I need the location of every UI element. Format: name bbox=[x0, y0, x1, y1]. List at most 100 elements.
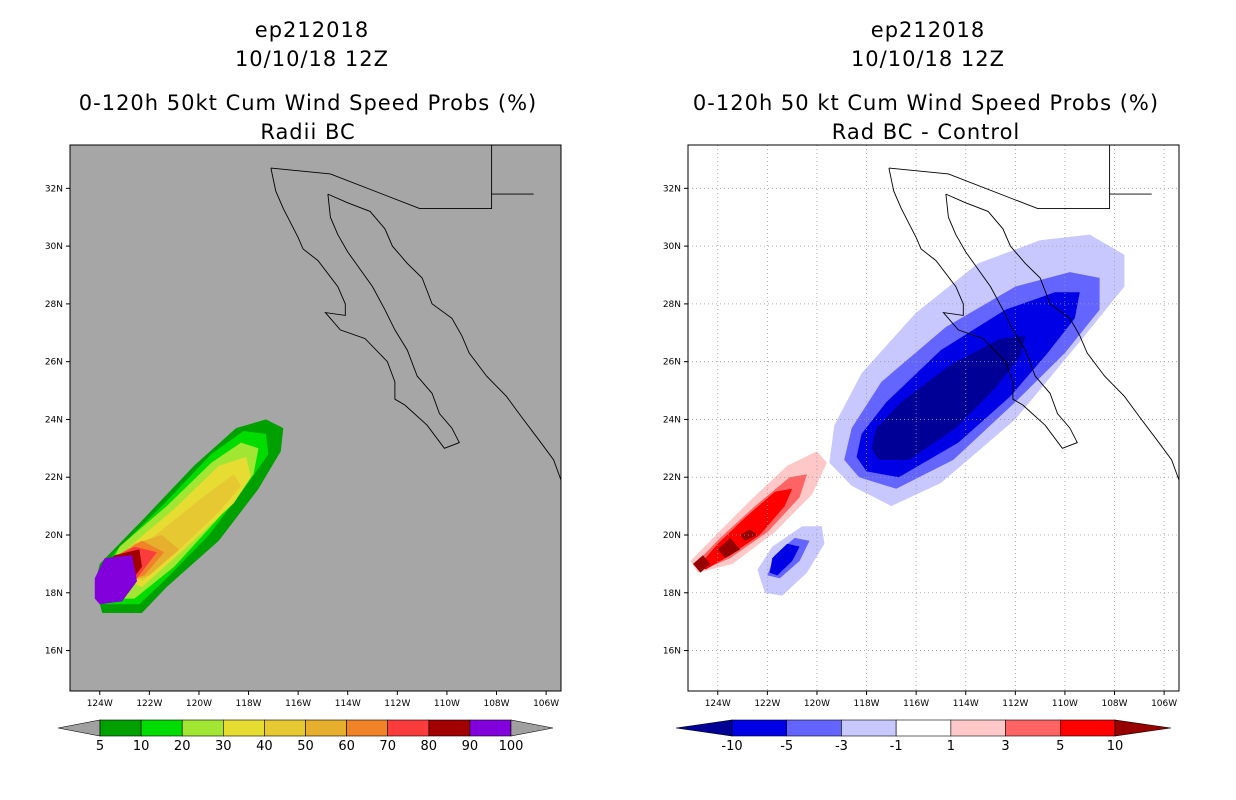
left-colorbar-segment-5 bbox=[305, 719, 347, 737]
right-x-axis: 124W 122W 120W 118W 116W 114W 112W 110W 108W 106W bbox=[705, 691, 1177, 709]
left-coastline-0 bbox=[270, 168, 460, 449]
left-ytick-label-32N: 32N bbox=[45, 184, 63, 194]
right-colorbar-segment-1 bbox=[786, 719, 842, 737]
right-coastline bbox=[888, 145, 1180, 481]
left-colorbar-arrow-low bbox=[57, 719, 101, 737]
left-contour-fills bbox=[94, 419, 284, 613]
left-ytick-label-24N: 24N bbox=[45, 415, 63, 425]
left-xtick-label-112W: 112W bbox=[384, 699, 410, 709]
right-colorbar-label-6: 5 bbox=[1056, 739, 1064, 754]
left-coastline bbox=[270, 145, 562, 481]
right-colorbar-segment-3 bbox=[895, 719, 952, 737]
right-ytick-label-26N: 26N bbox=[663, 358, 681, 368]
left-colorbar-label-9: 90 bbox=[462, 739, 479, 754]
right-colorbar-segment-5 bbox=[1005, 719, 1061, 737]
left-colorbar-label-10: 100 bbox=[499, 739, 524, 754]
right-xtick-label-106W: 106W bbox=[1151, 699, 1177, 709]
left-colorbar-segment-7 bbox=[387, 719, 430, 737]
right-colorbar-segment-4 bbox=[950, 719, 1006, 737]
right-colorbar-label-7: 10 bbox=[1107, 739, 1124, 754]
right-colorbar-arrow-low bbox=[675, 719, 733, 737]
right-colorbar-label-5: 3 bbox=[1001, 739, 1009, 754]
left-colorbar-label-4: 40 bbox=[256, 739, 273, 754]
left-coastline-1 bbox=[327, 193, 562, 481]
right-ytick-label-30N: 30N bbox=[663, 242, 681, 252]
left-colorbar-label-5: 50 bbox=[297, 739, 314, 754]
right-ytick-label-22N: 22N bbox=[663, 473, 681, 483]
right-colorbar: -10 -5 -3 -1 1 3 5 10 bbox=[675, 719, 1172, 754]
left-y-axis: 16N 18N 20N 22N 24N 26N 28N 30N 32N bbox=[45, 184, 70, 657]
left-panel: ep212018 10/10/18 12Z 0-120h 50kt Cum Wi… bbox=[45, 18, 562, 754]
left-title-product: 0-120h 50kt Cum Wind Speed Probs (%) bbox=[79, 91, 537, 115]
left-ytick-label-22N: 22N bbox=[45, 473, 63, 483]
left-xtick-label-106W: 106W bbox=[533, 699, 559, 709]
left-colorbar-segment-0 bbox=[99, 719, 142, 737]
left-xtick-label-110W: 110W bbox=[434, 699, 460, 709]
right-panel: ep212018 10/10/18 12Z 0-120h 50 kt Cum W… bbox=[663, 18, 1180, 754]
left-xtick-label-122W: 122W bbox=[136, 699, 162, 709]
left-contour-90 bbox=[94, 555, 137, 605]
left-map-frame bbox=[69, 144, 562, 692]
left-colorbar-segment-8 bbox=[428, 719, 471, 737]
left-colorbar-segment-3 bbox=[223, 719, 265, 737]
right-colorbar-label-0: -10 bbox=[721, 739, 742, 754]
right-contour--10 bbox=[871, 335, 1026, 460]
left-xtick-label-124W: 124W bbox=[87, 699, 113, 709]
right-xtick-label-110W: 110W bbox=[1052, 699, 1078, 709]
left-colorbar-segment-6 bbox=[346, 719, 389, 737]
right-ytick-label-16N: 16N bbox=[663, 647, 681, 657]
right-title-subtitle: Rad BC - Control bbox=[832, 120, 1021, 144]
right-y-axis: 16N 18N 20N 22N 24N 26N 28N 30N 32N bbox=[663, 184, 688, 657]
right-ytick-label-18N: 18N bbox=[663, 589, 681, 599]
right-xtick-label-122W: 122W bbox=[754, 699, 780, 709]
left-colorbar-label-2: 20 bbox=[174, 739, 191, 754]
left-ytick-label-28N: 28N bbox=[45, 300, 63, 310]
right-contour-10b bbox=[717, 537, 741, 559]
left-colorbar-label-6: 60 bbox=[338, 739, 355, 754]
right-xtick-label-108W: 108W bbox=[1101, 699, 1127, 709]
right-contour--5b bbox=[769, 543, 800, 576]
right-map-frame bbox=[687, 144, 1180, 692]
left-colorbar-label-0: 5 bbox=[96, 739, 104, 754]
left-colorbar-label-8: 80 bbox=[421, 739, 438, 754]
left-xtick-label-116W: 116W bbox=[285, 699, 311, 709]
right-colorbar-segment-0 bbox=[731, 719, 788, 737]
right-border-0 bbox=[888, 167, 1152, 210]
left-ytick-label-30N: 30N bbox=[45, 242, 63, 252]
right-xtick-label-114W: 114W bbox=[953, 699, 979, 709]
right-colorbar-arrow-high bbox=[1114, 719, 1172, 737]
right-coastline-0 bbox=[888, 168, 1078, 449]
left-xtick-label-114W: 114W bbox=[335, 699, 361, 709]
right-grid bbox=[688, 145, 1179, 691]
left-title-date: 10/10/18 12Z bbox=[235, 47, 389, 71]
right-colorbar-label-4: 1 bbox=[947, 739, 955, 754]
right-ytick-label-20N: 20N bbox=[663, 531, 681, 541]
left-colorbar-segment-9 bbox=[469, 719, 512, 737]
right-xtick-label-124W: 124W bbox=[705, 699, 731, 709]
right-title-date: 10/10/18 12Z bbox=[851, 47, 1005, 71]
left-title-storm: ep212018 bbox=[255, 18, 369, 42]
right-xtick-label-116W: 116W bbox=[903, 699, 929, 709]
left-ytick-label-20N: 20N bbox=[45, 531, 63, 541]
right-ytick-label-28N: 28N bbox=[663, 300, 681, 310]
right-colorbar-label-2: -3 bbox=[835, 739, 848, 754]
right-title-product: 0-120h 50 kt Cum Wind Speed Probs (%) bbox=[693, 91, 1159, 115]
right-colorbar-segment-2 bbox=[841, 719, 897, 737]
right-contour-10a bbox=[693, 555, 711, 573]
left-ytick-label-18N: 18N bbox=[45, 589, 63, 599]
right-colorbar-label-3: -1 bbox=[890, 739, 903, 754]
right-colorbar-segment-6 bbox=[1059, 719, 1116, 737]
right-colorbar-label-1: -5 bbox=[780, 739, 793, 754]
left-colorbar-arrow-high bbox=[510, 719, 554, 737]
left-xtick-label-120W: 120W bbox=[186, 699, 212, 709]
left-colorbar-label-7: 70 bbox=[379, 739, 396, 754]
right-ytick-label-24N: 24N bbox=[663, 415, 681, 425]
left-x-axis: 124W 122W 120W 118W 116W 114W 112W 110W 108W 106W bbox=[87, 691, 559, 709]
right-title-storm: ep212018 bbox=[871, 18, 985, 42]
left-ytick-label-16N: 16N bbox=[45, 647, 63, 657]
left-title-subtitle: Radii BC bbox=[260, 120, 355, 144]
right-xtick-label-112W: 112W bbox=[1002, 699, 1028, 709]
left-border-0 bbox=[270, 167, 534, 210]
left-xtick-label-108W: 108W bbox=[483, 699, 509, 709]
